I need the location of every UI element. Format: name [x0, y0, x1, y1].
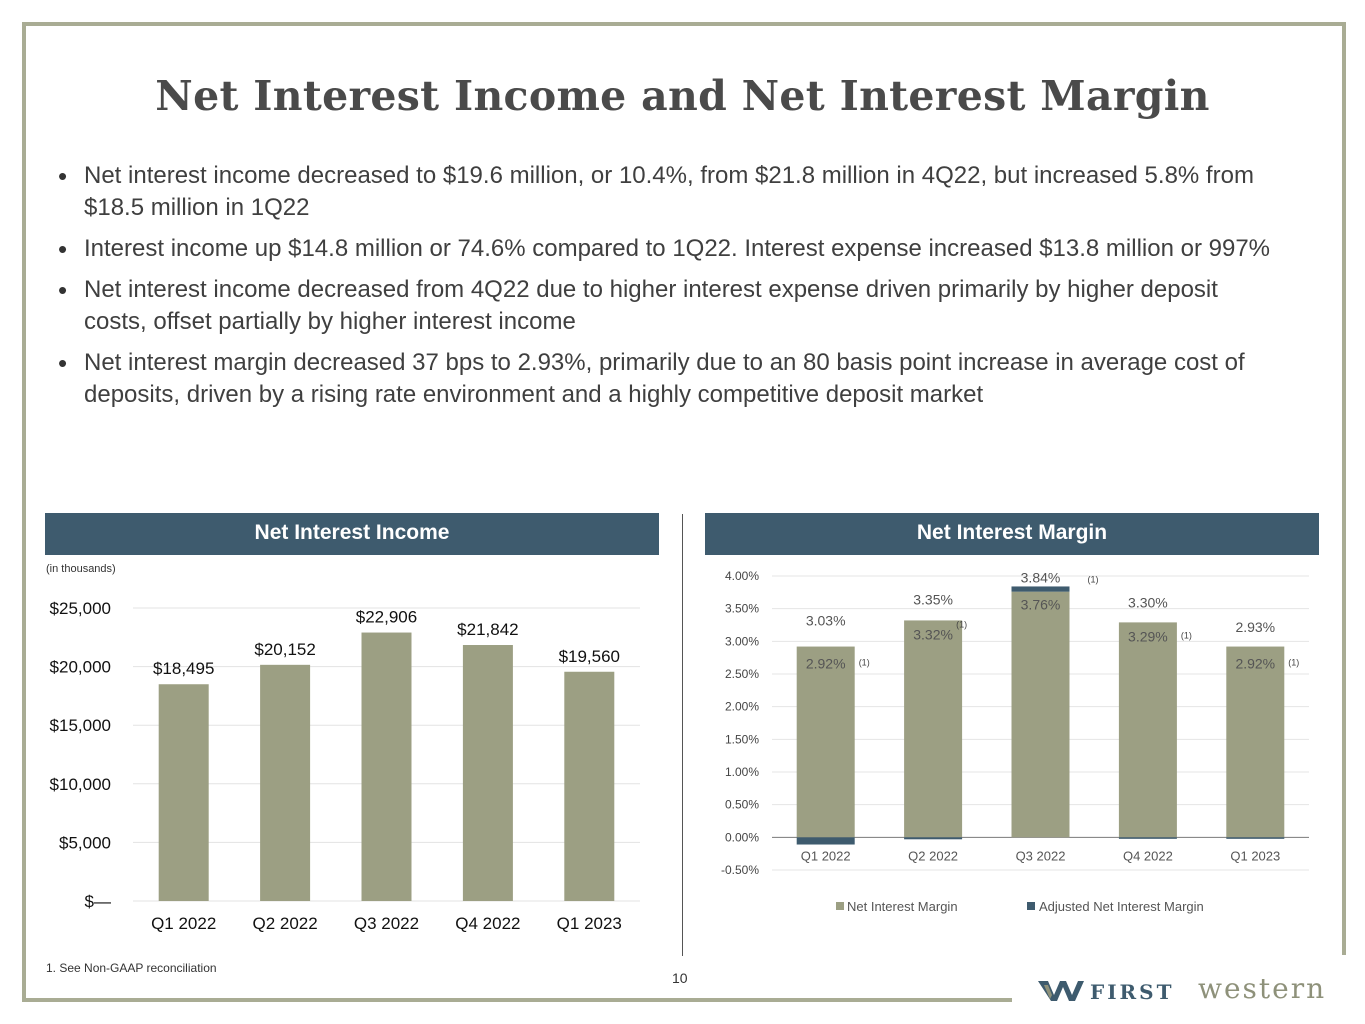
nii-bar [260, 664, 311, 901]
nim-x-tick-label: Q4 2022 [1123, 848, 1173, 863]
nii-y-tick-label: $5,000 [59, 833, 111, 852]
nim-x-tick-label: Q1 2022 [801, 848, 851, 863]
legend-nim-swatch [836, 902, 844, 910]
nim-chart-header: Net Interest Margin [705, 513, 1319, 555]
nim-footnote-marker: (1) [1088, 574, 1099, 584]
nii-data-label: $19,560 [559, 647, 620, 666]
nim-x-tick-label: Q3 2022 [1016, 848, 1066, 863]
slide-frame-bottom [22, 998, 1012, 1002]
logo-western: western [1198, 972, 1327, 1005]
bullet-item: Net interest income decreased from 4Q22 … [58, 274, 1278, 338]
nii-x-tick-label: Q4 2022 [455, 914, 520, 933]
nii-x-tick-label: Q1 2023 [557, 914, 622, 933]
company-logo: FIRST western [1038, 972, 1348, 1007]
nim-bar [904, 620, 963, 838]
nii-y-tick-label: $20,000 [50, 658, 111, 677]
nii-x-tick-label: Q1 2022 [151, 914, 216, 933]
nim-footnote-marker: (1) [956, 619, 967, 629]
nim-data-label: 3.03% [806, 612, 846, 628]
nim-y-tick-label: 1.00% [725, 765, 759, 779]
nim-y-tick-label: 0.00% [725, 830, 759, 844]
nim-y-tick-label: 0.50% [725, 798, 759, 812]
bullet-list: Net interest income decreased to $19.6 m… [58, 160, 1278, 420]
legend-adjusted-label: Adjusted Net Interest Margin [1039, 899, 1204, 914]
nii-y-tick-label: $25,000 [50, 599, 111, 618]
footnote: 1. See Non-GAAP reconciliation [46, 961, 217, 975]
nim-adjustment-segment [1118, 837, 1177, 839]
legend-adjusted-swatch [1027, 902, 1035, 910]
nim-bar [1226, 646, 1285, 838]
nim-data-label: 3.84% [1021, 569, 1061, 585]
nii-y-tick-label: $15,000 [50, 716, 111, 735]
nim-adjustment-segment [904, 837, 963, 840]
nim-adjustment-segment [1011, 586, 1070, 592]
nim-footnote-marker: (1) [1288, 658, 1299, 668]
nii-data-label: $18,495 [153, 659, 214, 678]
nim-y-tick-label: -0.50% [721, 863, 759, 877]
nim-y-tick-label: 1.50% [725, 732, 759, 746]
nii-bar [158, 684, 209, 901]
nim-y-tick-label: 2.50% [725, 667, 759, 681]
nii-bar [564, 671, 615, 901]
nim-x-tick-label: Q2 2022 [908, 848, 958, 863]
nii-x-tick-label: Q3 2022 [354, 914, 419, 933]
nii-y-tick-label: $10,000 [50, 775, 111, 794]
nii-data-label: $20,152 [254, 640, 315, 659]
logo-w-icon [1038, 981, 1084, 1001]
nii-data-label: $22,906 [356, 608, 417, 627]
nim-footnote-marker: (1) [859, 658, 870, 668]
nim-adjusted-label: 2.92% [1235, 656, 1275, 672]
nim-footnote-marker: (1) [1181, 630, 1192, 640]
nim-adjusted-label: 3.76% [1021, 597, 1061, 613]
nim-bar [1011, 591, 1070, 838]
nim-y-tick-label: 2.00% [725, 700, 759, 714]
unit-note: (in thousands) [46, 563, 116, 575]
nim-adjustment-segment [796, 837, 855, 845]
nii-y-tick-label: $— [85, 892, 111, 911]
bullet-item: Net interest margin decreased 37 bps to … [58, 347, 1278, 411]
nim-adjusted-label: 3.29% [1128, 628, 1168, 644]
nim-data-label: 3.30% [1128, 595, 1168, 611]
nii-bar [361, 632, 412, 901]
page-title: Net Interest Income and Net Interest Mar… [155, 72, 1210, 120]
panel-divider [682, 514, 683, 956]
nim-bar [1118, 622, 1177, 838]
nim-adjusted-label: 2.92% [806, 656, 846, 672]
nii-chart-header: Net Interest Income [45, 513, 659, 555]
nim-bar [796, 646, 855, 838]
bullet-item: Interest income up $14.8 million or 74.6… [58, 233, 1278, 265]
nim-adjustment-segment [1226, 837, 1285, 839]
logo-first: FIRST [1090, 980, 1175, 1004]
nii-data-label: $21,842 [457, 620, 518, 639]
nii-x-tick-label: Q2 2022 [252, 914, 317, 933]
nim-y-tick-label: 3.50% [725, 602, 759, 616]
nim-x-tick-label: Q1 2023 [1230, 848, 1280, 863]
page-number: 10 [672, 970, 688, 986]
nim-data-label: 3.35% [913, 591, 953, 607]
slide-frame [22, 22, 1346, 1000]
nim-data-label: 2.93% [1235, 619, 1275, 635]
nii-bar [462, 645, 513, 901]
legend-nim-label: Net Interest Margin [847, 899, 958, 914]
bullet-item: Net interest income decreased to $19.6 m… [58, 160, 1278, 224]
nim-y-tick-label: 4.00% [725, 569, 759, 583]
nim-adjusted-label: 3.32% [913, 626, 953, 642]
nim-y-tick-label: 3.00% [725, 634, 759, 648]
